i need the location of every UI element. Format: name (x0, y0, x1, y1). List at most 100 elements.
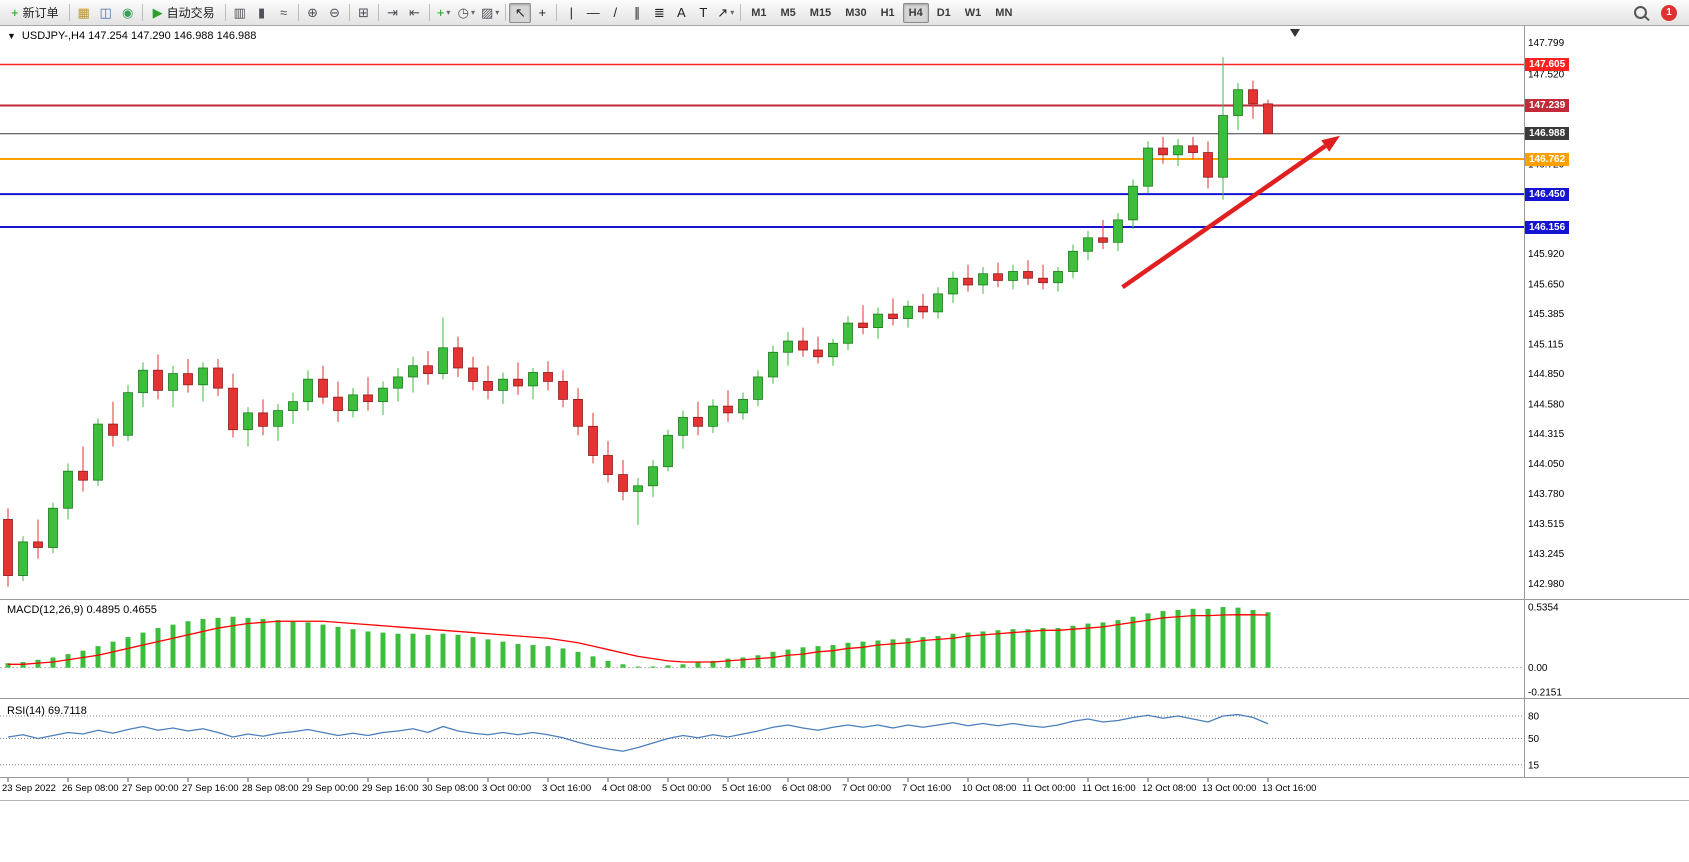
one-click-trading-toggle[interactable]: ▼ (7, 31, 16, 41)
time-axis-label: 23 Sep 2022 (2, 783, 56, 794)
templates-icon-glyph: ▨ (480, 5, 494, 20)
candlestick-chart-icon[interactable]: ▮ (251, 3, 273, 23)
time-axis-label: 3 Oct 16:00 (542, 783, 591, 794)
notification-badge[interactable]: 1 (1661, 4, 1677, 21)
macd-histogram-bar (860, 641, 866, 668)
fibonacci-icon[interactable]: ≣ (648, 3, 670, 23)
candle-body (258, 412, 268, 427)
price-axis-label: 147.520 (1528, 70, 1565, 81)
line-chart-icon[interactable]: ≈ (273, 3, 295, 23)
timeframe-h1-button[interactable]: H1 (880, 6, 895, 19)
timeframe-mn-button[interactable]: MN (995, 6, 1013, 19)
time-axis-label: 6 Oct 08:00 (782, 783, 831, 794)
time-axis-label: 4 Oct 08:00 (602, 783, 651, 794)
charts-window-icon[interactable]: ▦ (73, 3, 95, 23)
trend-arrow-line[interactable] (1121, 144, 1327, 290)
candle-body (1128, 185, 1138, 221)
zoom-in-icon[interactable]: ⊕ (302, 3, 324, 23)
periods-icon[interactable]: ◷ ▾ (455, 3, 478, 23)
market-watch-icon[interactable]: ◫ (95, 3, 117, 23)
tile-windows-icon[interactable]: ⊞ (353, 3, 375, 23)
auto-trading-button-label: 自动交易 (166, 6, 215, 20)
chart-window: 147.799147.520146.720145.920145.650145.3… (0, 26, 1689, 801)
macd-histogram-bar (5, 663, 11, 668)
new-chart-icon[interactable]: + ▾ (433, 3, 455, 23)
candle-body (423, 365, 433, 374)
navigator-icon[interactable]: ◉ (117, 3, 139, 23)
time-axis-label: 28 Sep 08:00 (242, 783, 299, 794)
timeframe-m30-button[interactable]: M30 (845, 6, 867, 19)
timeframe-m1-button[interactable]: M1 (751, 6, 767, 19)
macd-histogram-bar (440, 633, 446, 668)
time-axis-label: 11 Oct 16:00 (1082, 783, 1136, 794)
trendline-icon[interactable]: / (604, 3, 626, 23)
price-axis-label: 144.580 (1528, 399, 1565, 410)
crosshair-icon-glyph: + (538, 5, 547, 20)
price-badge-146.988: 146.988 (1525, 127, 1570, 141)
timeframe-m15-button[interactable]: M15 (809, 6, 832, 19)
vertical-line-icon[interactable]: | (560, 3, 582, 23)
candle-body (123, 392, 133, 436)
candle-body (183, 373, 193, 386)
text-icon[interactable]: A (670, 3, 692, 23)
timeframe-w1-button[interactable]: W1 (964, 6, 982, 19)
text-label-icon-glyph: T (699, 5, 708, 20)
chart-canvas[interactable]: 147.799147.520146.720145.920145.650145.3… (0, 26, 1689, 800)
new-chart-icon-glyph: + (436, 5, 445, 20)
candle-body (93, 423, 103, 481)
vertical-line-icon-glyph: | (569, 5, 573, 20)
candle-body (948, 277, 958, 295)
autoscroll-icon-glyph: ⇥ (387, 5, 399, 20)
crosshair-icon[interactable]: + (531, 3, 553, 23)
time-axis-label: 13 Oct 00:00 (1202, 783, 1256, 794)
dropdown-arrow-icon: ▾ (495, 8, 500, 17)
macd-histogram-bar (845, 642, 851, 668)
macd-histogram-bar (290, 621, 296, 668)
text-icon-glyph: A (676, 5, 686, 20)
macd-histogram-bar (560, 648, 566, 668)
charts-window-icon-glyph: ▦ (77, 5, 90, 20)
zoom-out-icon[interactable]: ⊖ (324, 3, 346, 23)
macd-histogram-bar (515, 643, 521, 668)
timeframe-h4-button[interactable]: H4 (902, 2, 929, 23)
bar-chart-icon[interactable]: ▥ (229, 3, 251, 23)
candle-body (33, 541, 43, 548)
search-icon[interactable] (1634, 6, 1647, 19)
macd-histogram-bar (1040, 628, 1046, 668)
macd-histogram-bar (1055, 628, 1061, 668)
macd-histogram-bar (215, 617, 221, 668)
trend-arrow-head[interactable] (1321, 135, 1340, 152)
candle-body (873, 313, 883, 328)
candle-body (78, 470, 88, 481)
time-axis-label: 12 Oct 08:00 (1142, 783, 1196, 794)
rsi-indicator-label: RSI(14) 69.7118 (7, 705, 87, 717)
autoscroll-icon[interactable]: ⇥ (382, 3, 404, 23)
timeframe-m5-button[interactable]: M5 (780, 6, 796, 19)
candle-body (1038, 277, 1048, 284)
auto-trading-button[interactable]: ▶ 自动交易 (146, 3, 222, 23)
new-order-button-label: 新订单 (22, 6, 59, 20)
text-label-icon[interactable]: T (692, 3, 714, 23)
macd-histogram-bar (725, 658, 731, 668)
equidistant-channel-icon[interactable]: ∥ (626, 3, 648, 23)
candle-body (63, 470, 73, 509)
templates-icon[interactable]: ▨ ▾ (478, 3, 502, 23)
candle-body (198, 367, 208, 386)
time-axis-label: 27 Sep 00:00 (122, 783, 179, 794)
price-scale[interactable] (1524, 26, 1689, 778)
candle-body (528, 372, 538, 387)
horizontal-line-icon[interactable]: — (582, 3, 604, 23)
cursor-icon[interactable]: ↖ (509, 2, 532, 23)
timeframe-d1-button[interactable]: D1 (936, 6, 951, 19)
new-order-button[interactable]: + 新订单 (4, 3, 66, 23)
time-scale[interactable] (0, 778, 1689, 800)
macd-indicator-label: MACD(12,26,9) 0.4895 0.4655 (7, 604, 157, 616)
price-axis-label: 145.650 (1528, 279, 1565, 290)
candle-body (228, 387, 238, 431)
macd-histogram-bar (365, 631, 371, 668)
macd-histogram-bar (95, 646, 101, 668)
chart-shift-icon[interactable]: ⇤ (404, 3, 426, 23)
macd-histogram-bar (170, 624, 176, 668)
candle-body (498, 378, 508, 391)
arrows-icon[interactable]: ↗ ▾ (714, 3, 737, 23)
